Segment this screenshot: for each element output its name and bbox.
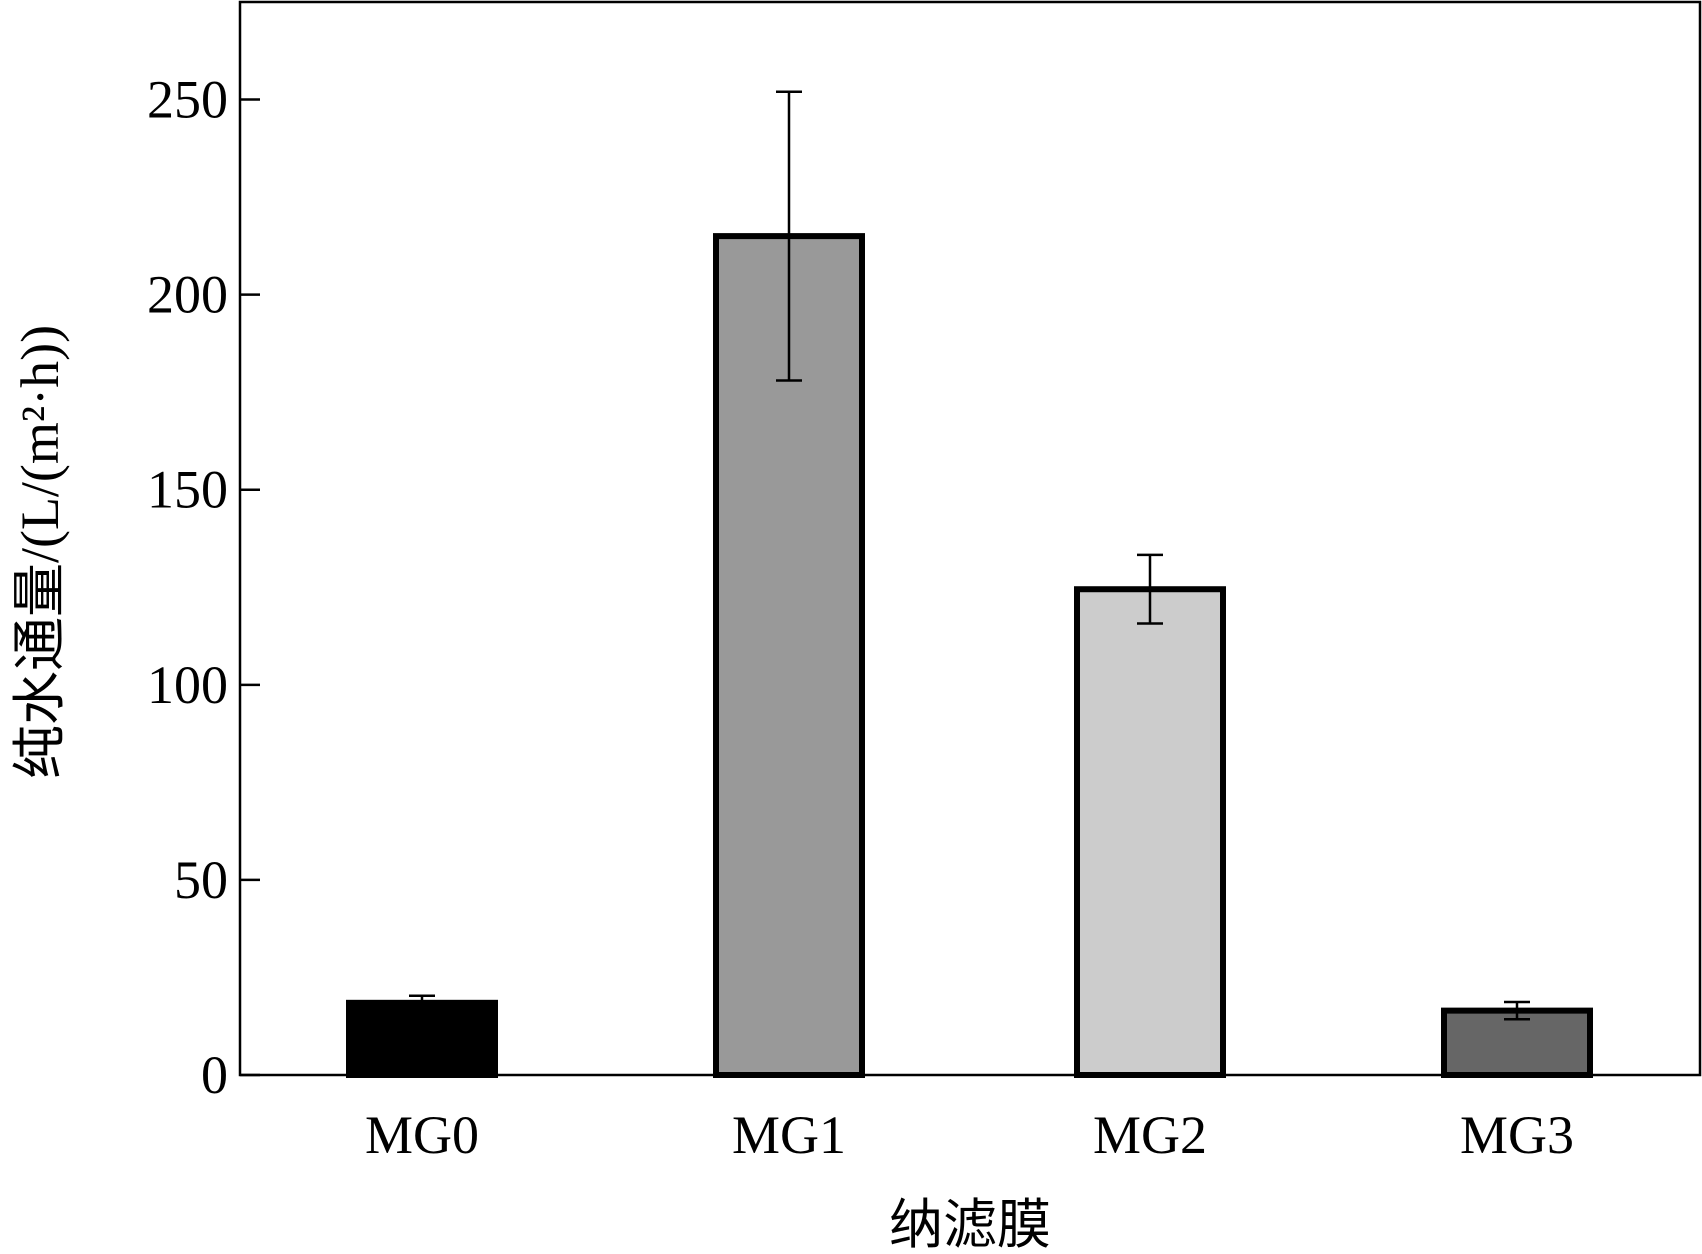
y-axis-ticks: 0 50 100 150 200 250 xyxy=(147,70,260,1105)
plot-area-frame xyxy=(238,0,1702,1077)
y-tick-label: 250 xyxy=(147,70,228,130)
y-tick-label: 150 xyxy=(147,460,228,520)
y-tick-label: 0 xyxy=(201,1045,228,1105)
x-tick-label: MG3 xyxy=(1460,1105,1574,1165)
x-tick-label: MG2 xyxy=(1093,1105,1207,1165)
bars xyxy=(346,233,1593,1079)
x-tick-label: MG1 xyxy=(732,1105,846,1165)
bar-mg0 xyxy=(346,999,498,1078)
bar-mg3 xyxy=(1441,1007,1593,1078)
y-tick-label: 200 xyxy=(147,265,228,325)
x-axis-title: 纳滤膜 xyxy=(889,1195,1051,1254)
x-tick-label: MG0 xyxy=(365,1105,479,1165)
x-axis-tick-labels: MG0 MG1 MG2 MG3 xyxy=(365,1105,1574,1165)
error-bar-mg0 xyxy=(409,994,435,1012)
error-bar-mg1 xyxy=(776,90,802,382)
y-axis-title: 纯水通量/(L/(m²·h)) xyxy=(10,325,70,779)
error-bar-mg3 xyxy=(1504,1000,1530,1021)
y-tick-label: 50 xyxy=(174,850,228,910)
y-tick-label: 100 xyxy=(147,655,228,715)
error-bars xyxy=(409,90,1530,1021)
error-bar-mg2 xyxy=(1137,553,1163,625)
bar-mg2 xyxy=(1074,586,1226,1078)
